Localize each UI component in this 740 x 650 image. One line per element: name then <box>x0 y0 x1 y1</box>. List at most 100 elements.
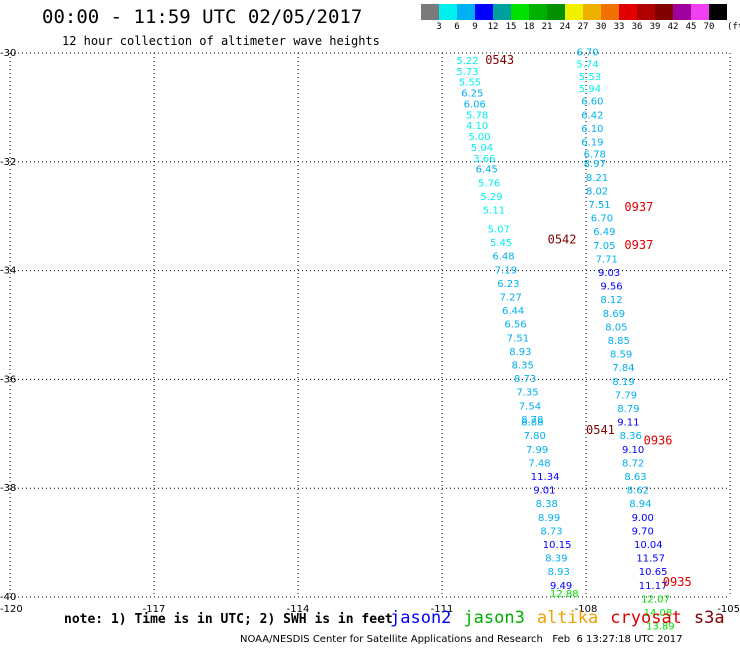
legend-item-cryosat: cryosat <box>610 608 682 628</box>
data-point-s3a: 6.23 <box>497 279 519 290</box>
data-point-cryosat: 11.17 <box>639 581 668 592</box>
data-point-s3a: 8.93 <box>548 567 570 578</box>
data-point-cryosat: 8.97 <box>584 159 606 170</box>
data-point-cryosat: 8.02 <box>586 186 608 197</box>
data-point-s3a: 8.73 <box>514 374 536 385</box>
scale-label: 9 <box>472 22 478 32</box>
data-point-s3a: 5.00 <box>468 132 490 143</box>
x-tick-label: -117 <box>143 604 166 615</box>
data-point-s3a: 8.88 <box>521 418 543 429</box>
data-point-cryosat: 9.70 <box>632 526 654 537</box>
data-point-s3a: 5.22 <box>456 56 478 67</box>
scale-swatch <box>655 4 673 20</box>
data-point-s3a: 6.06 <box>464 99 486 110</box>
data-point-s3a: 8.99 <box>538 513 560 524</box>
data-point-cryosat: 7.05 <box>593 241 615 252</box>
data-point-cryosat: 6.70 <box>576 48 598 59</box>
data-point-cryosat: 14.08 <box>644 608 673 619</box>
data-point-cryosat: 8.12 <box>600 295 622 306</box>
data-point-s3a: 10.15 <box>543 540 572 551</box>
scale-swatch <box>511 4 529 20</box>
scale-label: 27 <box>577 22 589 32</box>
data-point-s3a: 5.11 <box>483 205 505 216</box>
data-point-s3a: 9.01 <box>533 486 555 497</box>
data-point-cryosat: 8.72 <box>622 458 644 469</box>
data-point-s3a: 8.78 <box>521 415 543 426</box>
scale-swatch <box>673 4 691 20</box>
data-point-s3a: 8.93 <box>509 347 531 358</box>
pass-time-label: 0935 <box>663 575 692 589</box>
data-point-cryosat: 8.62 <box>627 486 649 497</box>
scale-label: 21 <box>541 22 553 32</box>
data-point-cryosat: 11.57 <box>636 554 665 565</box>
data-point-s3a: 7.19 <box>495 265 517 276</box>
legend-item-jason3: jason3 <box>463 608 525 628</box>
scale-label: 39 <box>649 22 661 32</box>
legend-item-s3a: s3a <box>693 608 725 628</box>
y-tick-label: -32 <box>0 157 16 168</box>
data-point-s3a: 5.55 <box>459 78 481 89</box>
chart-title: 00:00 - 11:59 UTC 02/05/2017 <box>42 6 363 28</box>
data-point-s3a: 5.76 <box>478 178 500 189</box>
footer-credit: NOAA/NESDIS Center for Satellite Applica… <box>240 634 683 645</box>
data-point-cryosat: 8.79 <box>617 404 639 415</box>
data-point-cryosat: 8.05 <box>605 322 627 333</box>
data-point-s3a: 6.25 <box>461 89 483 100</box>
scale-swatch <box>421 4 439 20</box>
data-point-cryosat: 9.11 <box>617 418 639 429</box>
data-point-s3a: 8.39 <box>545 554 567 565</box>
data-point-cryosat: 8.59 <box>610 350 632 361</box>
data-point-cryosat: 7.71 <box>596 254 618 265</box>
data-point-s3a: 8.38 <box>536 499 558 510</box>
scale-label: 3 <box>436 22 442 32</box>
scale-label: 33 <box>613 22 625 32</box>
scale-label: 45 <box>685 22 697 32</box>
data-point-s3a: 5.07 <box>488 225 510 236</box>
data-point-cryosat: 9.10 <box>622 445 644 456</box>
scale-swatch <box>691 4 709 20</box>
data-point-s3a: 5.04 <box>471 143 493 154</box>
pass-time-label: 0542 <box>548 232 577 246</box>
data-point-cryosat: 8.69 <box>603 309 625 320</box>
data-point-s3a: 6.56 <box>504 320 526 331</box>
scale-swatch <box>457 4 475 20</box>
pass-time-label: 0541 <box>586 423 615 437</box>
y-tick-label: -38 <box>0 483 16 494</box>
pass-time-label: 0936 <box>644 434 673 448</box>
scale-label: 24 <box>559 22 571 32</box>
data-point-s3a: 5.45 <box>490 238 512 249</box>
data-point-cryosat: 8.36 <box>620 431 642 442</box>
data-point-s3a: 8.35 <box>512 361 534 372</box>
data-point-cryosat: 8.63 <box>624 472 646 483</box>
data-point-cryosat: 5.74 <box>576 60 598 71</box>
legend-item-altika: altika <box>536 608 599 628</box>
data-point-s3a: 7.35 <box>516 388 538 399</box>
data-point-cryosat: 8.19 <box>612 377 634 388</box>
data-point-s3a: 8.73 <box>540 526 562 537</box>
x-tick-label: -114 <box>287 604 310 615</box>
data-point-s3a: 7.51 <box>507 333 529 344</box>
scale-label: 70 <box>703 22 715 32</box>
satellite-legend: jason2 jason3 altika cryosat s3a <box>390 608 737 628</box>
scale-label: 30 <box>595 22 607 32</box>
data-point-s3a: 6.45 <box>476 165 498 176</box>
data-point-s3a: 5.29 <box>480 192 502 203</box>
scale-label: 15 <box>505 22 517 32</box>
data-point-cryosat: 6.60 <box>581 97 603 108</box>
data-point-cryosat: 7.51 <box>588 200 610 211</box>
scale-swatch <box>529 4 547 20</box>
data-point-cryosat: 9.00 <box>632 513 654 524</box>
data-point-cryosat: 13.89 <box>646 622 675 633</box>
scale-swatch <box>709 4 727 20</box>
y-tick-label: -40 <box>0 592 16 603</box>
y-tick-label: -34 <box>0 266 16 277</box>
data-point-cryosat: 6.78 <box>584 149 606 160</box>
data-point-s3a: 7.99 <box>526 445 548 456</box>
scale-swatch <box>439 4 457 20</box>
data-point-s3a: 7.54 <box>519 401 541 412</box>
scale-swatch <box>493 4 511 20</box>
scale-label: 18 <box>523 22 535 32</box>
y-tick-label: -36 <box>0 374 16 385</box>
scale-swatch <box>475 4 493 20</box>
data-point-s3a: 7.80 <box>524 431 546 442</box>
